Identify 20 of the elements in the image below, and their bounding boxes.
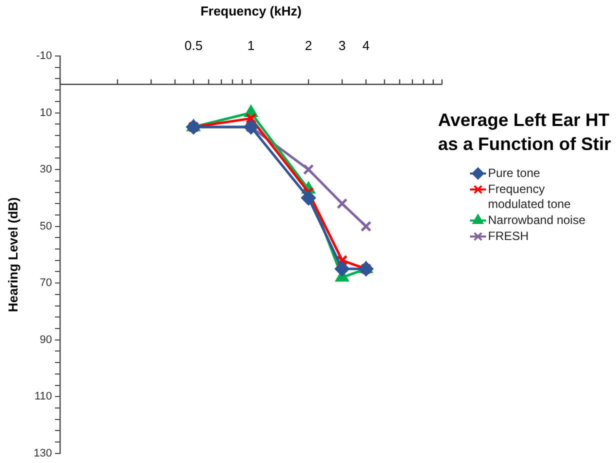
x-tick-label: 3 <box>338 38 346 53</box>
x-tick-label: 1 <box>247 38 255 53</box>
legend-label: Pure tone <box>488 166 540 181</box>
x-tick-label: 4 <box>362 38 370 53</box>
x-tick-label: 2 <box>304 38 312 53</box>
y-tick-label: 90 <box>40 334 52 346</box>
y-tick-label: 110 <box>34 390 52 403</box>
text: Average Left Ear HT as a Function of Stir <box>438 109 612 156</box>
y-tick-label: 30 <box>40 164 52 176</box>
y-tick-label: 130 <box>34 447 52 460</box>
y-axis-title: Hearing Level (dB) <box>5 197 20 312</box>
legend-label: Frequency modulated tone <box>488 182 571 212</box>
x-tick-label: 0.5 <box>184 38 203 53</box>
legend-label: Narrowband noise <box>488 213 586 228</box>
x-axis-title: Frequency (kHz) <box>200 3 302 18</box>
legend-label: FRESH <box>488 229 529 244</box>
y-tick-label: 50 <box>40 220 52 232</box>
y-tick-label: 10 <box>40 106 52 119</box>
y-tick-label: -10 <box>36 50 52 62</box>
y-tick-label: 70 <box>40 277 52 290</box>
